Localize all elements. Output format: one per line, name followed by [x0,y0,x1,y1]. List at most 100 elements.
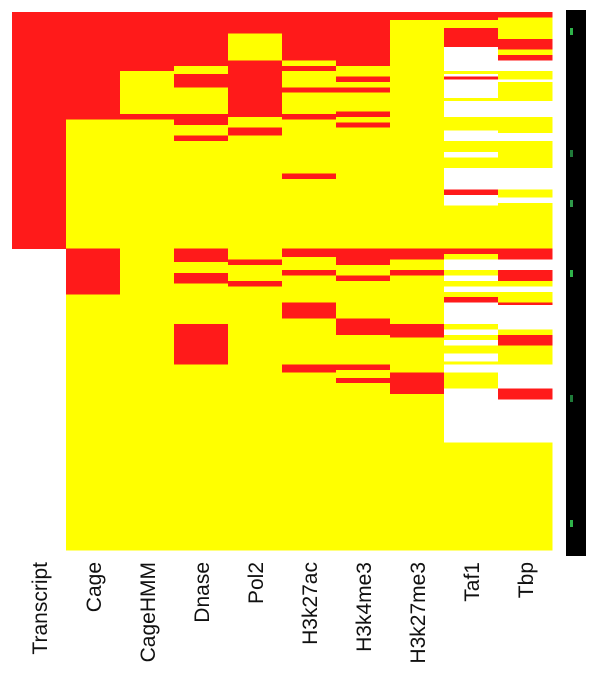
heatmap-cell-taf1-5 [444,73,499,77]
heatmap-cell-dnase-0 [174,12,229,67]
heatmap-cell-h3k27ac-1 [282,60,337,67]
side-bar-tick-3 [570,270,573,277]
heatmap-cell-transcript-0 [12,12,67,250]
heatmap-cell-taf1-22 [444,270,499,276]
heatmap-cell-cagehmm-2 [120,114,175,120]
heatmap-cell-dnase-3 [174,87,229,115]
heatmap-cell-h3k27me3-5 [390,275,445,325]
heatmap-cell-taf1-33 [444,345,499,354]
heatmap-cell-h3k27ac-2 [282,65,337,72]
heatmap-cell-h3k27me3-1 [390,20,445,250]
heatmap-cell-cagehmm-1 [120,71,175,115]
heatmap-cell-pol2-1 [228,33,283,61]
heatmap-cell-taf1-35 [444,361,499,365]
heatmap-cell-tbp-31 [498,442,553,551]
heatmap-cell-h3k27ac-0 [282,12,337,61]
heatmap-cell-tbp-21 [498,286,553,293]
heatmap-cell-h3k27ac-11 [282,256,337,271]
heatmap-cell-dnase-6 [174,135,229,142]
heatmap-cell-cagehmm-3 [120,119,175,551]
heatmap-cell-taf1-30 [444,329,499,336]
heatmap-cell-h3k27ac-12 [282,270,337,276]
heatmap-cell-cagehmm-0 [120,12,175,72]
heatmap-cell-taf1-13 [444,151,499,158]
column-label-cage: Cage [83,562,106,612]
heatmap-cell-h3k27me3-3 [390,259,445,271]
heatmap-cell-pol2-4 [228,127,283,137]
heatmap-cell-taf1-0 [444,12,499,21]
heatmap-cell-dnase-11 [174,283,229,325]
heatmap-cell-dnase-9 [174,262,229,274]
heatmap-cell-taf1-32 [444,340,499,346]
heatmap-cell-dnase-13 [174,364,229,551]
heatmap-cell-dnase-10 [174,272,229,284]
heatmap-cell-dnase-2 [174,73,229,88]
heatmap-cell-taf1-36 [444,364,499,373]
heatmap-cell-h3k27me3-0 [390,12,445,21]
heatmap-cell-dnase-4 [174,114,229,126]
heatmap-cell-h3k27me3-2 [390,248,445,260]
heatmap-cell-h3k27ac-7 [282,119,337,174]
heatmap-cell-taf1-6 [444,76,499,80]
heatmap-cell-cage-0 [66,12,121,120]
heatmap-cell-h3k4me3-14 [336,318,391,336]
side-bar-tick-5 [570,520,573,527]
heatmap-cell-cage-1 [66,119,121,250]
heatmap-cell-taf1-27 [444,297,499,303]
heatmap-cell-tbp-17 [498,248,553,260]
side-color-bar [566,10,586,556]
heatmap-cell-tbp-18 [498,259,553,271]
heatmap-cell-pol2-3 [228,116,283,128]
heatmap-cell-h3k4me3-1 [336,65,391,77]
heatmap-cell-taf1-10 [444,116,499,131]
heatmap-cell-tbp-0 [498,12,553,18]
heatmap-cell-dnase-7 [174,141,229,250]
heatmap-cell-tbp-28 [498,364,553,389]
heatmap-cell-tbp-7 [498,79,553,83]
heatmap-cell-h3k4me3-19 [336,383,391,551]
heatmap-cell-taf1-20 [444,254,499,260]
heatmap-cell-h3k27ac-13 [282,275,337,303]
heatmap-cell-h3k27ac-8 [282,173,337,180]
heatmap-cell-taf1-21 [444,259,499,271]
heatmap-cell-pol2-9 [228,286,283,551]
side-bar-tick-0 [570,28,573,35]
heatmap-cell-pol2-2 [228,60,283,118]
side-bar-ticks [570,28,573,527]
heatmap-cell-tbp-26 [498,334,553,346]
heatmap-cell-h3k4me3-17 [336,369,391,379]
heatmap-cell-tbp-20 [498,281,553,287]
column-labels: Transcript Cage CageHMM Dnase Pol2 H3k27ac H3k… [29,562,538,664]
heatmap-cell-taf1-29 [444,324,499,330]
heatmap-cell-taf1-11 [444,130,499,142]
heatmap-cell-taf1-1 [444,20,499,29]
heatmap-cell-h3k4me3-13 [336,281,391,319]
heatmap-cell-tbp-14 [498,189,553,198]
heatmap-cell-h3k4me3-18 [336,377,391,384]
heatmap-cell-h3k4me3-11 [336,264,391,276]
heatmap-cell-taf1-24 [444,281,499,287]
heatmap-cell-tbp-12 [498,141,553,169]
heatmap-cell-h3k27me3-7 [390,337,445,373]
heatmap-cell-h3k4me3-4 [336,87,391,93]
heatmap-cell-h3k4me3-15 [336,334,391,365]
heatmap-cell-pol2-6 [228,259,283,266]
heatmap-cell-h3k4me3-3 [336,81,391,88]
heatmap-cell-taf1-2 [444,28,499,48]
heatmap-cell-taf1-3 [444,46,499,72]
heatmap-cell-taf1-26 [444,291,499,298]
heatmap-cell-taf1-38 [444,388,499,443]
heatmap-cell-taf1-37 [444,372,499,389]
heatmap-cell-h3k4me3-2 [336,76,391,83]
heatmap-cell-tbp-25 [498,329,553,336]
heatmap-cell-dnase-5 [174,124,229,137]
heatmap-cell-h3k4me3-10 [336,248,391,266]
heatmap-cells [12,12,553,551]
heatmap-cell-h3k27ac-15 [282,318,337,365]
heatmap-cell-h3k4me3-5 [336,92,391,112]
heatmap-cell-h3k4me3-16 [336,364,391,371]
heatmap-cell-h3k4me3-7 [336,116,391,123]
heatmap-cell-taf1-28 [444,302,499,325]
heatmap-cell-tbp-6 [498,71,553,80]
